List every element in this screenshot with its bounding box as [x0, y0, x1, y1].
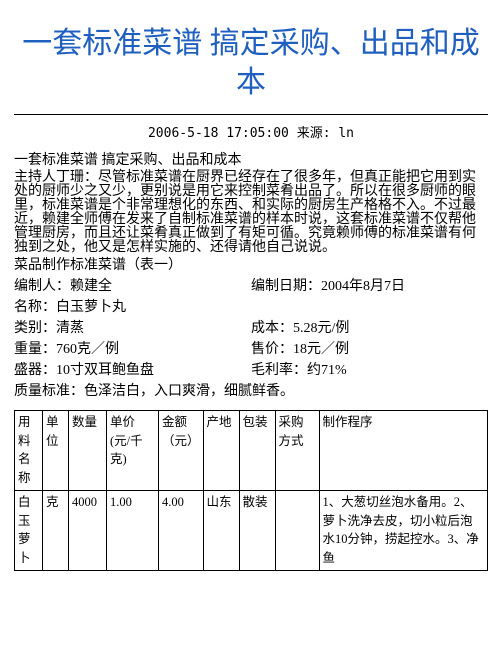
col-amount: 金额（元）	[159, 410, 204, 490]
quality-label: 质量标准：	[14, 384, 84, 399]
cell-unit: 克	[43, 490, 69, 570]
cell-name: 白玉萝卜	[15, 490, 43, 570]
col-unit: 单位	[43, 410, 69, 490]
cost-value: 5.28元/例	[293, 321, 349, 336]
col-origin: 产地	[203, 410, 239, 490]
ingredients-table: 用料名称 单位 数量 单价(元/千克) 金额（元） 产地 包装 采购方式 制作程…	[14, 410, 488, 571]
table-header-row: 用料名称 单位 数量 单价(元/千克) 金额（元） 产地 包装 采购方式 制作程…	[15, 410, 488, 490]
col-purchase: 采购方式	[275, 410, 319, 490]
date-value: 2004年8月7日	[321, 279, 405, 294]
subtitle: 一套标准菜谱 搞定采购、出品和成本	[14, 150, 488, 171]
cell-purchase	[275, 490, 319, 570]
title-divider	[14, 114, 488, 115]
section-title: 菜品制作标准菜谱（表一）	[14, 255, 488, 276]
author-label: 编制人：	[14, 279, 70, 294]
meta-line: 2006-5-18 17:05:00 来源: ln	[14, 125, 488, 144]
margin-label: 毛利率：	[251, 363, 307, 378]
cell-origin: 山东	[203, 490, 239, 570]
weight-label: 重量：	[14, 342, 56, 357]
name-value: 白玉萝卜丸	[56, 300, 126, 315]
price-label: 售价：	[251, 342, 293, 357]
plate-margin-row: 盛器：10寸双耳鲍鱼盘 毛利率：约71%	[14, 360, 488, 381]
quality-value: 色泽洁白，入口爽滑，细腻鲜香。	[84, 384, 294, 399]
name-label: 名称：	[14, 300, 56, 315]
cost-label: 成本：	[251, 321, 293, 336]
author-date-row: 编制人：赖建全 编制日期：2004年8月7日	[14, 276, 488, 297]
document-body: 一套标准菜谱 搞定采购、出品和成本 主持人丁珊：尽管标准菜谱在厨界已经存在了很多…	[14, 150, 488, 571]
date-label: 编制日期：	[251, 279, 321, 294]
cell-process: 1、大葱切丝泡水备用。2、萝卜洗净去皮，切小粒后泡水10分钟，捞起控水。3、净鱼	[319, 490, 488, 570]
main-paragraph: 主持人丁珊：尽管标准菜谱在厨界已经存在了很多年，但真正能把它用到实处的厨师少之又…	[14, 171, 488, 255]
cell-amount: 4.00	[159, 490, 204, 570]
cell-unit-price: 1.00	[107, 490, 159, 570]
col-pack: 包装	[239, 410, 275, 490]
plate-value: 10寸双耳鲍鱼盘	[56, 363, 154, 378]
type-cost-row: 类别：清蒸 成本：5.28元/例	[14, 318, 488, 339]
table-row: 白玉萝卜 克 4000 1.00 4.00 山东 散装 1、大葱切丝泡水备用。2…	[15, 490, 488, 570]
col-process: 制作程序	[319, 410, 488, 490]
type-value: 清蒸	[56, 321, 84, 336]
page-title: 一套标准菜谱 搞定采购、出品和成本	[14, 24, 488, 102]
col-unit-price: 单价(元/千克)	[107, 410, 159, 490]
price-value: 18元／例	[293, 342, 349, 357]
cell-pack: 散装	[239, 490, 275, 570]
col-name: 用料名称	[15, 410, 43, 490]
col-qty: 数量	[69, 410, 107, 490]
type-label: 类别：	[14, 321, 56, 336]
plate-label: 盛器：	[14, 363, 56, 378]
weight-price-row: 重量：760克／例 售价：18元／例	[14, 339, 488, 360]
author-value: 赖建全	[70, 279, 112, 294]
cell-qty: 4000	[69, 490, 107, 570]
margin-value: 约71%	[307, 363, 347, 378]
weight-value: 760克／例	[56, 342, 119, 357]
